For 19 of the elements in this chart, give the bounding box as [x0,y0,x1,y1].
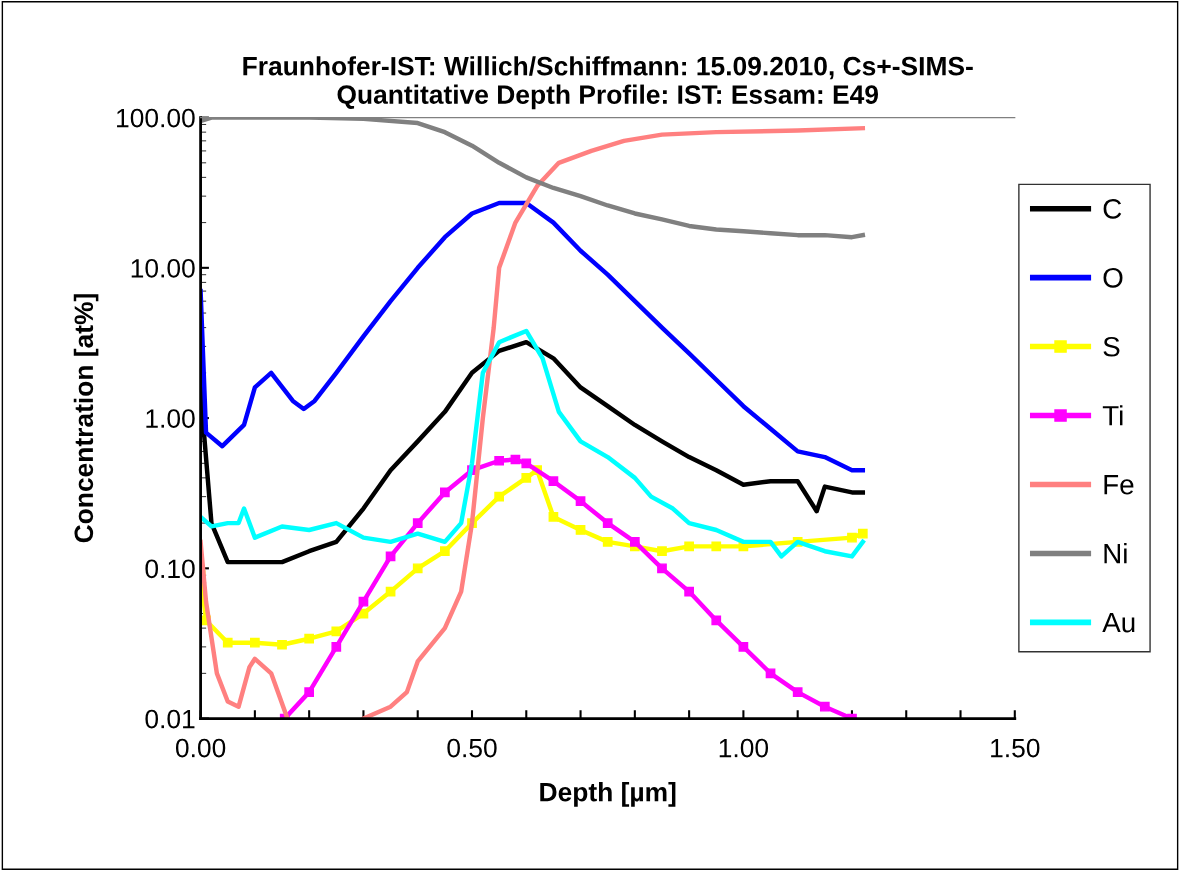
x-tick-label: 1.50 [991,738,1040,758]
legend-label: Fe [1104,475,1134,495]
chart-title: Fraunhofer-IST: Willich/Schiffmann: 15.09.2010, Cs+-SIMS- Quantitative Depth Profile: IST: Essam: E49 [243,56,973,110]
x-axis-title: Depth [µm] [540,782,676,807]
x-tick-label: 0.50 [447,738,497,758]
legend-label: Ti [1102,405,1123,426]
legend-label: C [1103,199,1122,219]
x-tick-label: 0.00 [175,738,226,758]
legend-label: Au [1102,613,1135,633]
legend-label: S [1103,336,1120,357]
y-tick-label: 100.00 [117,108,195,128]
y-tick-label: 0.01 [145,709,195,729]
y-axis-title: Concentration [at%] [73,294,99,543]
y-tick-label: 1.00 [146,409,195,428]
y-tick-label: 10.00 [131,258,195,278]
y-tick-label: 0.10 [145,559,195,579]
legend-label: O [1103,267,1123,288]
legend-label: Ni [1104,543,1127,564]
x-tick-label: 1.00 [719,738,769,758]
